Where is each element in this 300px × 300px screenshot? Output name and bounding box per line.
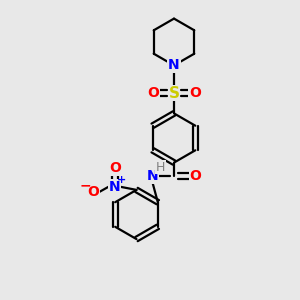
Text: −: −: [80, 179, 91, 193]
Text: N: N: [168, 58, 180, 72]
Text: O: O: [190, 169, 202, 183]
Text: +: +: [117, 175, 126, 185]
Text: H: H: [156, 160, 166, 174]
Text: N: N: [109, 180, 121, 194]
Text: N: N: [147, 169, 158, 183]
Text: S: S: [169, 85, 179, 100]
Text: O: O: [147, 86, 159, 100]
Text: O: O: [87, 185, 99, 199]
Text: O: O: [189, 86, 201, 100]
Text: O: O: [109, 161, 121, 175]
